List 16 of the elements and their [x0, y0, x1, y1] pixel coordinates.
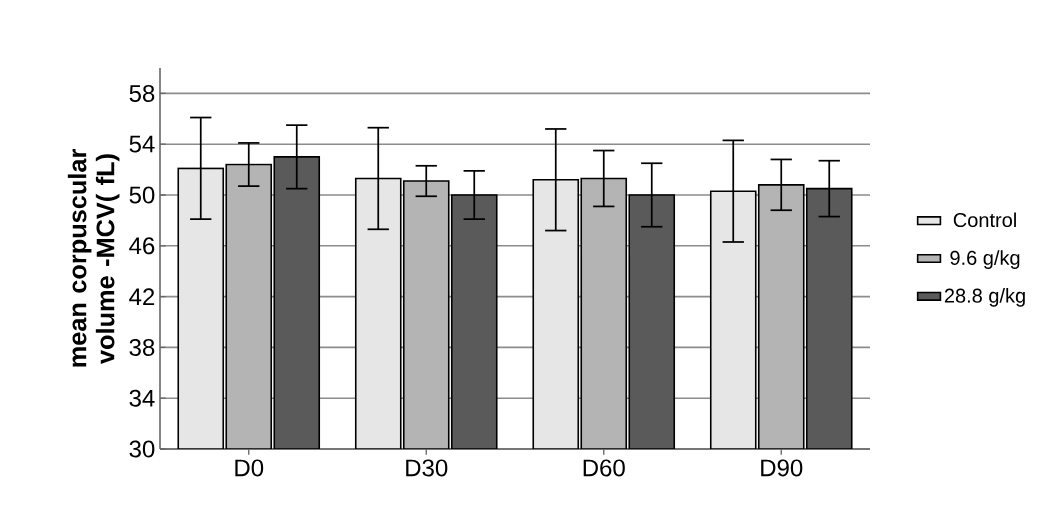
- y-tick-label: 54: [129, 135, 155, 153]
- y-tick-label: 42: [129, 288, 155, 305]
- legend-label: 28.8 g/kg: [944, 288, 1025, 307]
- y-axis-title: mean corpuscular volume -MCV( fL): [67, 149, 120, 367]
- x-tick-label: D90: [761, 459, 803, 477]
- y-tick-label: 38: [129, 338, 155, 356]
- y-tick-label: 50: [129, 186, 155, 204]
- legend-label: 9.6 g/kg: [950, 250, 1020, 269]
- legend-label: Control: [953, 212, 1016, 228]
- y-tick-label: 58: [129, 84, 155, 102]
- x-tick-label: D30: [406, 459, 448, 477]
- y-tick-label: 30: [129, 440, 155, 458]
- y-tick-label: 34: [129, 389, 155, 407]
- x-tick-label: D0: [235, 459, 264, 477]
- y-tick-label: 46: [129, 237, 155, 255]
- x-tick-label: D60: [583, 459, 625, 477]
